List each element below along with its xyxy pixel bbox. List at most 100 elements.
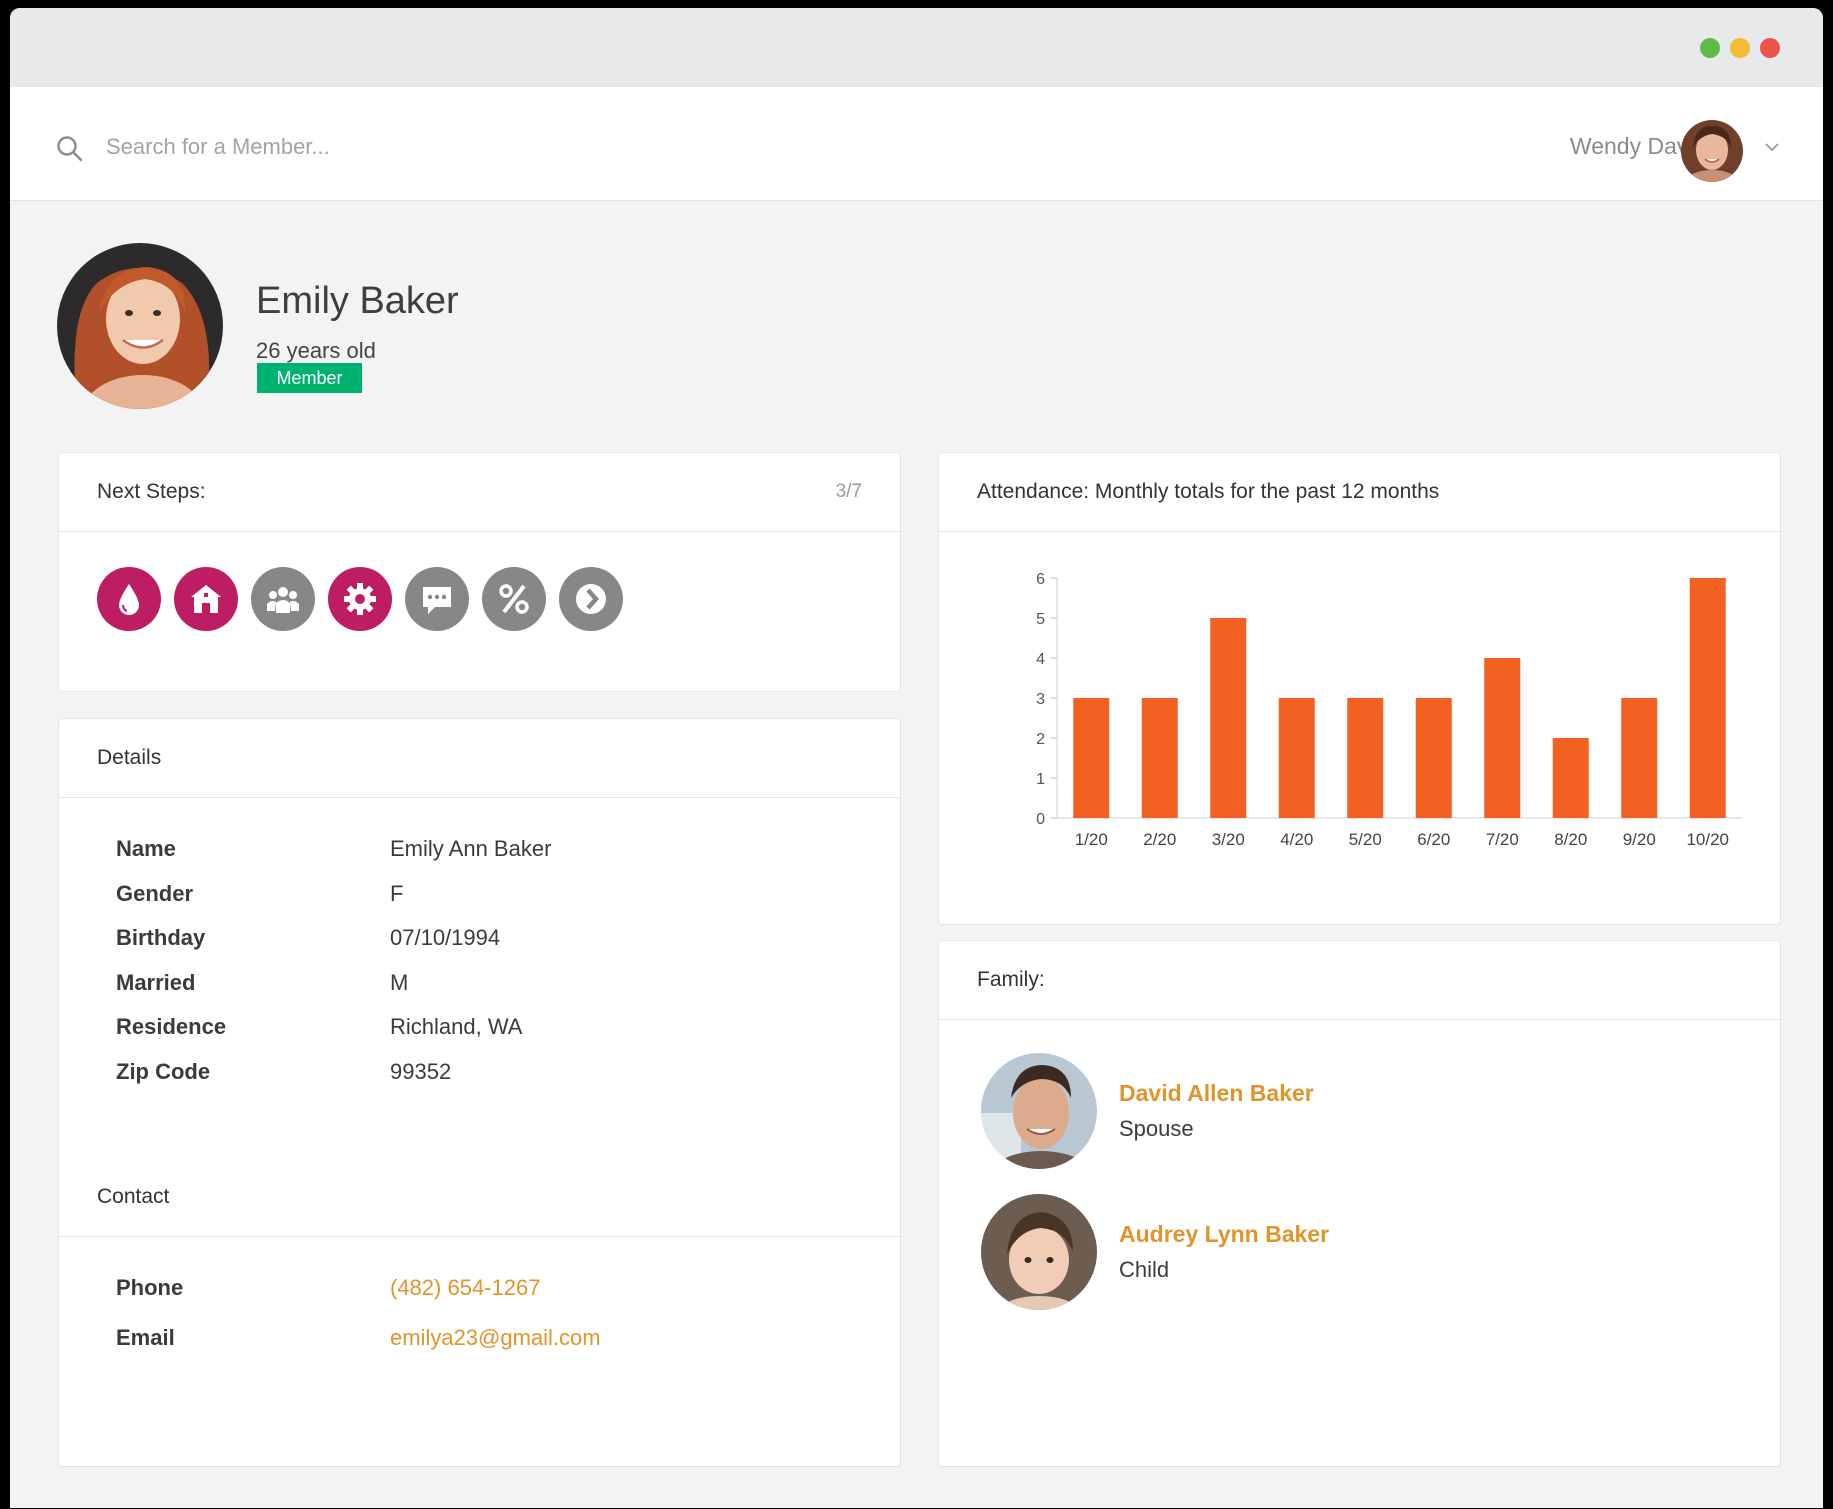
y-tick-label: 2 xyxy=(1036,731,1045,748)
x-tick-label: 4/20 xyxy=(1280,830,1313,849)
phone-link[interactable]: (482) 654-1267 xyxy=(390,1275,541,1300)
member-search-input[interactable] xyxy=(106,127,606,167)
detail-row-married: Married M xyxy=(116,961,900,1006)
next-steps-title: Next Steps: xyxy=(97,480,206,503)
detail-label: Married xyxy=(116,969,196,995)
attendance-chart-svg: 0 1 2 3 4 5 6 1/20 2/20 3/20 4/20 5/20 6/20 7/20 8/20 9… xyxy=(1036,571,1742,849)
detail-label: Birthday xyxy=(116,925,206,951)
chevron-down-icon[interactable] xyxy=(1764,141,1780,153)
x-tick-label: 8/20 xyxy=(1554,830,1587,849)
member-status-badge: Member xyxy=(257,363,362,393)
detail-row-birthday: Birthday 07/10/1994 xyxy=(116,916,900,961)
family-member-avatar[interactable] xyxy=(981,1053,1097,1169)
detail-label: Residence xyxy=(116,1014,227,1040)
detail-value: 07/10/1994 xyxy=(390,925,501,951)
family-list: David Allen Baker Spouse Audre xyxy=(939,1020,1780,1370)
next-steps-card: Next Steps: 3/7 xyxy=(58,452,901,692)
details-table: Name Emily Ann Baker Gender F Birthday 0… xyxy=(59,798,900,1094)
contact-header: Contact xyxy=(59,1158,900,1237)
detail-row-name: Name Emily Ann Baker xyxy=(116,827,900,872)
profile-name: Emily Baker xyxy=(256,280,459,322)
family-member-name[interactable]: David Allen Baker xyxy=(1119,1080,1314,1106)
y-tick-label: 0 xyxy=(1036,811,1045,828)
y-tick-label: 4 xyxy=(1036,651,1045,668)
x-tick-label: 3/20 xyxy=(1212,830,1245,849)
x-tick-label: 10/20 xyxy=(1686,830,1729,849)
y-tick-label: 6 xyxy=(1036,571,1045,588)
title-bar xyxy=(10,8,1823,87)
profile-age: 26 years old xyxy=(256,338,376,363)
y-tick-label: 5 xyxy=(1036,611,1045,628)
x-tick-label: 5/20 xyxy=(1349,830,1382,849)
contact-row-phone: Phone (482) 654-1267 xyxy=(116,1263,900,1313)
contact-row-email: Email emilya23@gmail.com xyxy=(116,1313,900,1363)
search-icon[interactable] xyxy=(56,135,84,163)
family-member-info: David Allen Baker Spouse xyxy=(1119,1080,1314,1142)
x-tick-label: 9/20 xyxy=(1623,830,1656,849)
window-minimize-button[interactable] xyxy=(1730,38,1750,58)
details-header: Details xyxy=(59,719,900,798)
chat-icon[interactable] xyxy=(405,567,469,631)
attendance-bar xyxy=(1073,698,1110,818)
detail-label: Gender xyxy=(116,880,194,906)
app-window: Wendy Davis Emily Baker 26 years o xyxy=(10,8,1823,1508)
details-title: Details xyxy=(97,746,162,769)
arrow-right-icon[interactable] xyxy=(559,567,623,631)
next-steps-progress: 3/7 xyxy=(835,481,862,502)
next-steps-header: Next Steps: 3/7 xyxy=(59,453,900,532)
contact-title: Contact xyxy=(97,1185,170,1208)
drop-icon[interactable] xyxy=(97,567,161,631)
gear-icon[interactable] xyxy=(328,567,392,631)
attendance-bar xyxy=(1552,738,1589,818)
detail-row-zip-code: Zip Code 99352 xyxy=(116,1050,900,1095)
contact-label: Email xyxy=(116,1325,175,1350)
profile-avatar xyxy=(57,243,223,409)
x-tick-label: 7/20 xyxy=(1486,830,1519,849)
x-tick-label: 2/20 xyxy=(1143,830,1176,849)
detail-label: Zip Code xyxy=(116,1058,211,1084)
email-link[interactable]: emilya23@gmail.com xyxy=(390,1325,601,1350)
detail-label: Name xyxy=(116,836,176,862)
detail-value: M xyxy=(390,969,409,995)
detail-value: Emily Ann Baker xyxy=(390,836,552,862)
attendance-header: Attendance: Monthly totals for the past … xyxy=(939,453,1780,532)
detail-value: F xyxy=(390,880,404,906)
next-steps-list xyxy=(59,532,900,666)
percent-icon[interactable] xyxy=(482,567,546,631)
current-user-avatar[interactable] xyxy=(1681,120,1743,182)
attendance-bar xyxy=(1347,698,1384,818)
family-header: Family: xyxy=(939,941,1780,1020)
group-icon[interactable] xyxy=(251,567,315,631)
y-tick-label: 3 xyxy=(1036,691,1045,708)
family-title: Family: xyxy=(977,968,1045,991)
attendance-bar xyxy=(1210,618,1247,818)
family-member-relation: Spouse xyxy=(1119,1116,1194,1141)
family-member-name[interactable]: Audrey Lynn Baker xyxy=(1119,1221,1330,1247)
window-close-button[interactable] xyxy=(1760,38,1780,58)
contact-label: Phone xyxy=(116,1275,184,1300)
detail-row-residence: Residence Richland, WA xyxy=(116,1005,900,1050)
detail-row-gender: Gender F xyxy=(116,872,900,917)
schoolhouse-icon[interactable] xyxy=(174,567,238,631)
family-member-spouse[interactable]: David Allen Baker Spouse xyxy=(981,1053,1738,1169)
attendance-bar xyxy=(1141,698,1178,818)
top-navigation-bar: Wendy Davis xyxy=(10,87,1823,201)
family-member-info: Audrey Lynn Baker Child xyxy=(1119,1221,1329,1283)
attendance-bar xyxy=(1621,698,1658,818)
attendance-title: Attendance: Monthly totals for the past … xyxy=(977,480,1440,503)
window-zoom-button[interactable] xyxy=(1700,38,1720,58)
attendance-bar xyxy=(1278,698,1315,818)
x-tick-label: 1/20 xyxy=(1075,830,1108,849)
attendance-bar xyxy=(1415,698,1452,818)
family-member-avatar[interactable] xyxy=(981,1194,1097,1310)
attendance-bar xyxy=(1484,658,1521,818)
details-card: Details Name Emily Ann Baker Gender F Bi… xyxy=(58,718,901,1467)
contact-table: Phone (482) 654-1267 Email emilya23@gmai… xyxy=(59,1237,900,1363)
detail-value: 99352 xyxy=(390,1058,452,1084)
detail-value: Richland, WA xyxy=(390,1014,523,1040)
attendance-chart: 0 1 2 3 4 5 6 1/20 2/20 3/20 4/20 5/20 6/20 7/20 8/20 9… xyxy=(939,533,1782,925)
family-member-child[interactable]: Audrey Lynn Baker Child xyxy=(981,1194,1738,1310)
family-member-relation: Child xyxy=(1119,1257,1170,1282)
family-card: Family: David Allen Baker Spouse xyxy=(938,940,1781,1467)
y-tick-label: 1 xyxy=(1036,771,1045,788)
